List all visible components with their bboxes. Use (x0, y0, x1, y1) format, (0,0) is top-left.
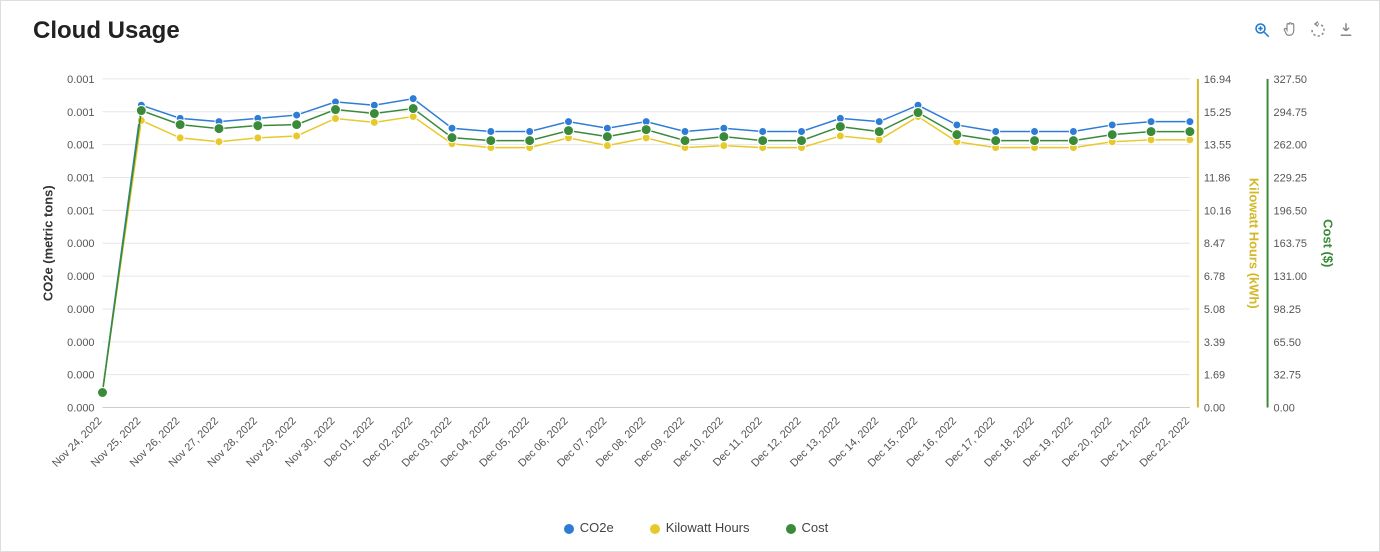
legend-item[interactable]: CO2e (552, 520, 614, 535)
svg-text:0.00: 0.00 (1274, 403, 1295, 415)
legend-item[interactable]: Cost (774, 520, 829, 535)
svg-text:5.08: 5.08 (1204, 304, 1225, 316)
svg-text:229.25: 229.25 (1274, 172, 1307, 184)
svg-text:0.001: 0.001 (67, 74, 94, 86)
svg-text:3.39: 3.39 (1204, 337, 1225, 349)
svg-text:0.000: 0.000 (67, 370, 94, 382)
svg-text:0.00: 0.00 (1204, 403, 1225, 415)
svg-text:13.55: 13.55 (1204, 140, 1231, 152)
svg-text:0.000: 0.000 (67, 337, 94, 349)
svg-text:6.78: 6.78 (1204, 271, 1225, 283)
chart-toolbar (1253, 21, 1355, 44)
pan-icon[interactable] (1281, 21, 1299, 44)
line-chart[interactable]: 0.0000.0000.0000.0000.0000.0000.0010.001… (29, 61, 1351, 535)
svg-text:196.50: 196.50 (1274, 205, 1307, 217)
svg-text:262.00: 262.00 (1274, 140, 1307, 152)
svg-text:327.50: 327.50 (1274, 74, 1307, 86)
svg-text:0.000: 0.000 (67, 304, 94, 316)
download-icon[interactable] (1337, 21, 1355, 44)
svg-text:32.75: 32.75 (1274, 370, 1301, 382)
svg-text:0.000: 0.000 (67, 238, 94, 250)
reset-icon[interactable] (1309, 21, 1327, 44)
svg-text:10.16: 10.16 (1204, 205, 1231, 217)
svg-text:294.75: 294.75 (1274, 107, 1307, 119)
svg-text:0.001: 0.001 (67, 140, 94, 152)
zoom-icon[interactable] (1253, 21, 1271, 44)
chart-legend: CO2e Kilowatt Hours Cost (29, 520, 1351, 535)
svg-text:Cost ($): Cost ($) (1320, 219, 1335, 267)
svg-text:0.000: 0.000 (67, 271, 94, 283)
legend-item[interactable]: Kilowatt Hours (638, 520, 750, 535)
svg-text:16.94: 16.94 (1204, 74, 1231, 86)
chart-title: Cloud Usage (33, 17, 180, 45)
svg-text:65.50: 65.50 (1274, 337, 1301, 349)
svg-text:0.001: 0.001 (67, 205, 94, 217)
chart-card: Cloud Usage (0, 0, 1380, 552)
svg-text:98.25: 98.25 (1274, 304, 1301, 316)
svg-text:11.86: 11.86 (1204, 172, 1231, 184)
svg-text:0.001: 0.001 (67, 107, 94, 119)
chart-area: 0.0000.0000.0000.0000.0000.0000.0010.001… (29, 61, 1351, 535)
svg-text:0.000: 0.000 (67, 403, 94, 415)
svg-text:1.69: 1.69 (1204, 370, 1225, 382)
svg-text:163.75: 163.75 (1274, 238, 1307, 250)
svg-text:8.47: 8.47 (1204, 238, 1225, 250)
svg-text:15.25: 15.25 (1204, 107, 1231, 119)
svg-text:0.001: 0.001 (67, 172, 94, 184)
svg-text:Kilowatt Hours (kWh): Kilowatt Hours (kWh) (1247, 178, 1262, 309)
svg-text:CO2e (metric tons): CO2e (metric tons) (41, 185, 56, 301)
svg-text:131.00: 131.00 (1274, 271, 1307, 283)
